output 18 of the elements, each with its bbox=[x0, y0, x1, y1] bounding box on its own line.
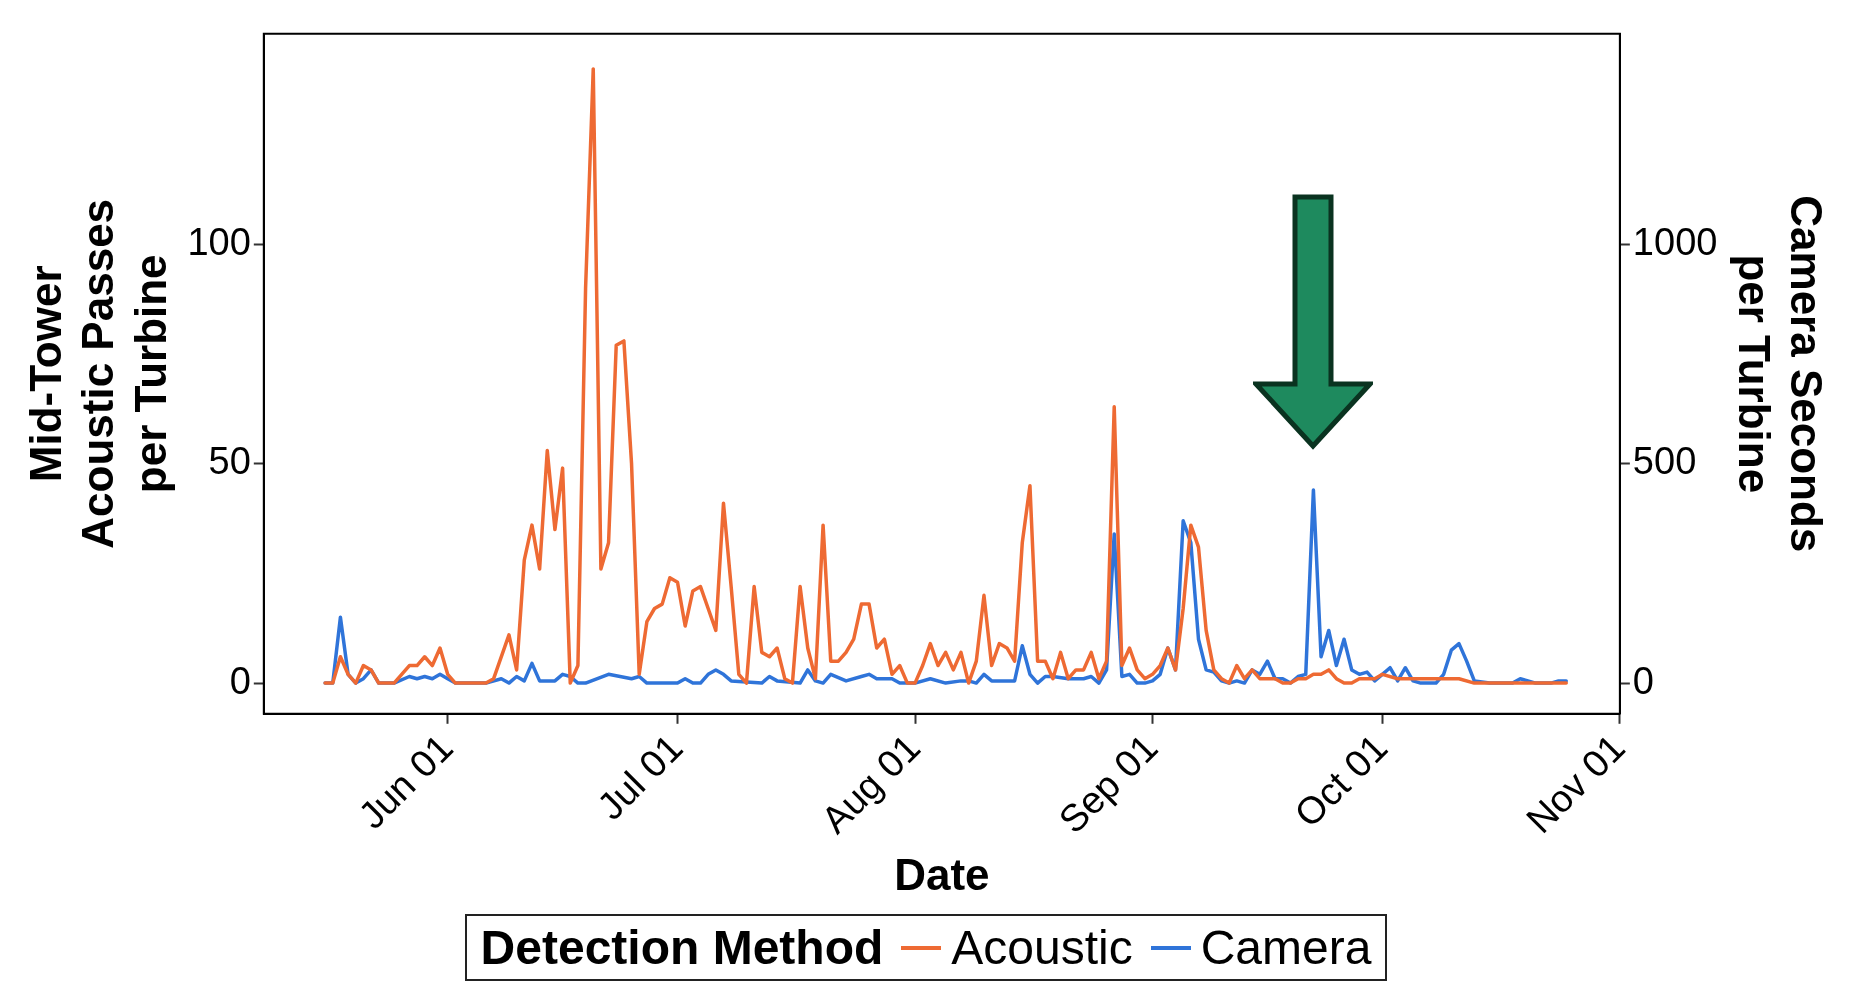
x-tick-label: Oct 01 bbox=[1286, 726, 1396, 836]
legend-title: Detection Method bbox=[480, 920, 884, 975]
x-tick-label: Nov 01 bbox=[1518, 726, 1633, 842]
y2-tick-label: 0 bbox=[1632, 659, 1655, 702]
legend-label: Acoustic bbox=[951, 920, 1133, 975]
x-tick-label: Jun 01 bbox=[350, 726, 461, 837]
x-axis-title: Date bbox=[894, 849, 990, 899]
x-tick-label: Aug 01 bbox=[813, 726, 929, 842]
x-tick-label: Sep 01 bbox=[1050, 726, 1166, 842]
y2-axis-title: Camera Seconds per Turbine bbox=[1729, 195, 1832, 553]
y-tick-label: 0 bbox=[229, 659, 251, 702]
y2-tick-label: 1000 bbox=[1632, 220, 1718, 263]
y-axis-title: Mid-Tower Acoustic Passes per Turbine bbox=[20, 198, 176, 549]
legend-label: Camera bbox=[1200, 920, 1372, 975]
y-tick-label: 100 bbox=[187, 220, 251, 263]
y-tick-label: 50 bbox=[208, 440, 251, 483]
x-tick-label: Jul 01 bbox=[589, 726, 691, 828]
y2-tick-label: 500 bbox=[1632, 440, 1697, 483]
